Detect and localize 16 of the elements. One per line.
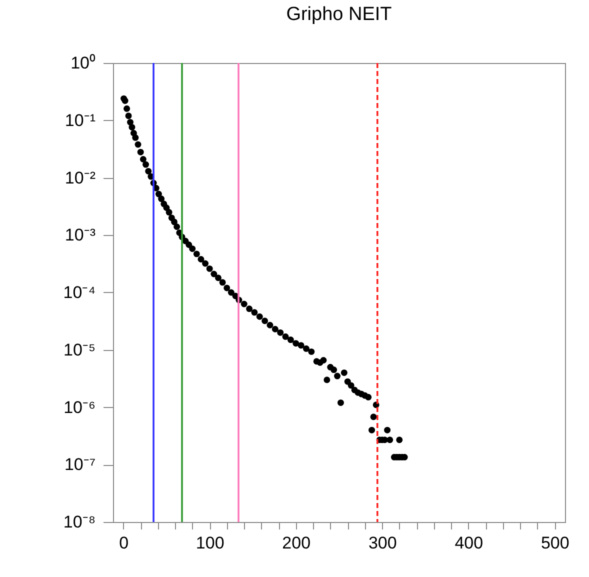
y-tick-label: 10⁰ (70, 54, 96, 72)
x-tick-label: 400 (454, 534, 484, 552)
x-tick-label: 300 (368, 534, 397, 552)
y-tick-label: 10⁻⁴ (63, 283, 96, 302)
chart-title: Gripho NEIT (286, 4, 392, 25)
y-tick-label: 10⁻⁵ (64, 340, 96, 360)
y-tick-label: 10⁻⁷ (64, 455, 96, 474)
x-tick-label: 0 (119, 534, 129, 552)
x-tick-label: 100 (196, 534, 224, 552)
y-tick-label: 10⁻² (64, 168, 96, 188)
y-tick-label: 10⁻³ (64, 226, 96, 245)
y-tick-label: 10⁻⁶ (64, 398, 96, 417)
x-tick-label: 200 (282, 534, 311, 552)
y-tick-label: 10⁻⁸ (63, 512, 96, 532)
y-tick-label: 10⁻¹ (64, 110, 96, 130)
x-tick-label: 500 (540, 534, 570, 552)
